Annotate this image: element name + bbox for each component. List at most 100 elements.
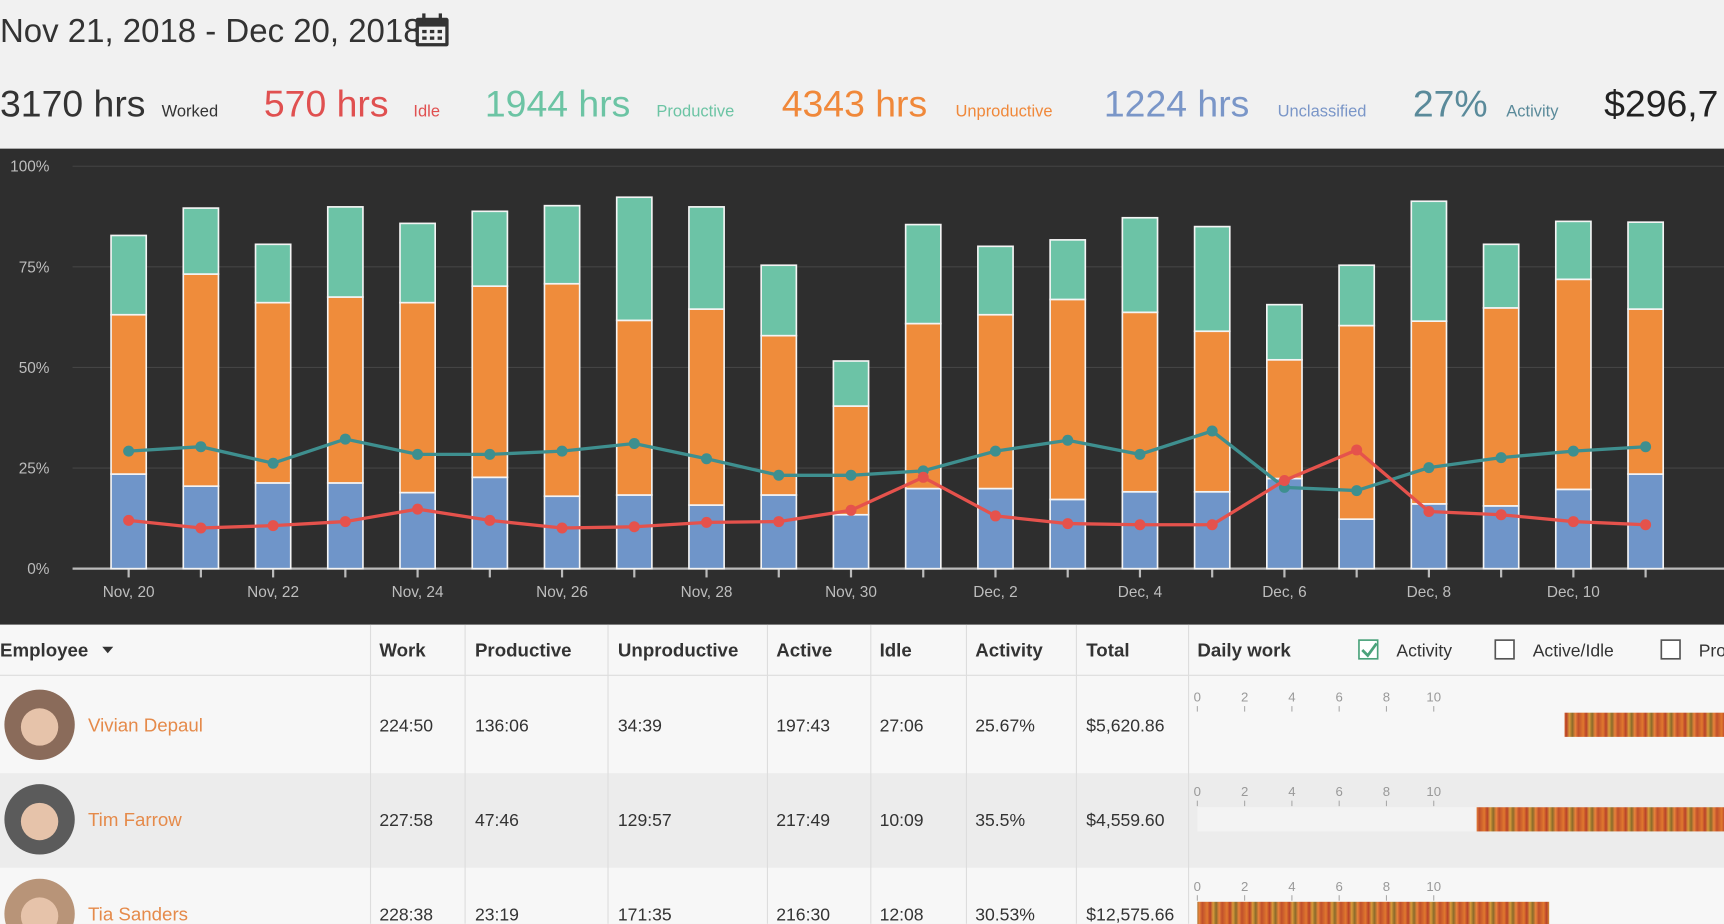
- column-header: Total: [1086, 640, 1129, 661]
- bar-segment: [760, 264, 798, 337]
- cell: 224:50: [379, 715, 433, 735]
- bar-segment: [688, 504, 725, 570]
- bar-segment: [688, 206, 725, 310]
- bar-segment: [543, 204, 581, 285]
- line-point: [123, 445, 135, 457]
- bar-segment: [1049, 498, 1087, 570]
- toggle-label[interactable]: Activity: [1396, 641, 1452, 661]
- toggle-label[interactable]: Active/Idle: [1533, 641, 1614, 661]
- toggle-label[interactable]: Pro: [1699, 641, 1724, 661]
- y-tick-label: 25%: [19, 461, 50, 478]
- daily-tick-label: 6: [1336, 784, 1343, 799]
- cell: 217:49: [776, 810, 830, 830]
- y-tick-label: 100%: [10, 159, 50, 176]
- bar-segment: [543, 282, 581, 498]
- checkbox[interactable]: [1660, 639, 1681, 660]
- bar-segment: [326, 296, 364, 484]
- bar-segment: [1121, 311, 1159, 493]
- cell: 30.53%: [975, 904, 1035, 924]
- bar-segment: [904, 322, 942, 490]
- bar-segment: [182, 207, 220, 275]
- bar-segment: [1049, 239, 1087, 301]
- daily-tick-label: 4: [1288, 879, 1295, 894]
- bar-segment: [1554, 220, 1592, 281]
- cell: 23:19: [475, 904, 519, 924]
- line-point: [845, 469, 857, 481]
- daily-strip: [1197, 901, 1550, 924]
- x-tick-label: Nov, 28: [681, 584, 733, 601]
- column-header: Daily work: [1197, 640, 1291, 661]
- calendar-icon[interactable]: [415, 13, 449, 47]
- bar-segment: [254, 301, 292, 484]
- line-point: [1278, 475, 1290, 487]
- line-point: [701, 453, 713, 465]
- y-tick-label: 50%: [19, 360, 50, 377]
- bar-segment: [1193, 330, 1231, 493]
- line-point: [1351, 485, 1363, 497]
- stat-label: Worked: [162, 103, 219, 121]
- line-point: [556, 445, 568, 457]
- sort-arrow[interactable]: [102, 646, 114, 654]
- x-tick-label: Dec, 8: [1407, 584, 1451, 601]
- column-header: Idle: [880, 640, 912, 661]
- line-point: [1062, 434, 1074, 446]
- bar-segment: [760, 494, 798, 570]
- bar-segment: [1266, 303, 1303, 361]
- line-point: [1495, 509, 1507, 521]
- stat-label: Productive: [656, 103, 734, 121]
- bar-segment: [1482, 243, 1520, 309]
- bar-segment: [254, 243, 292, 304]
- line-point: [1495, 452, 1507, 464]
- cell: 35.5%: [975, 810, 1025, 830]
- bar-segment: [471, 285, 509, 479]
- line-point: [1567, 516, 1579, 528]
- cell: 216:30: [776, 904, 830, 924]
- employee-name[interactable]: Vivian Depaul: [88, 714, 203, 735]
- daily-tick-label: 0: [1194, 690, 1201, 705]
- bar-segment: [182, 273, 220, 487]
- checkbox[interactable]: [1494, 639, 1515, 660]
- cell: 34:39: [618, 715, 662, 735]
- date-range[interactable]: Nov 21, 2018 - Dec 20, 2018: [0, 12, 422, 49]
- bar-segment: [326, 206, 364, 298]
- stat-value: $296,7: [1604, 83, 1718, 125]
- line-point: [1134, 519, 1146, 531]
- stat-label: Unproductive: [955, 103, 1052, 121]
- line-point: [123, 514, 135, 526]
- cell: 25.67%: [975, 715, 1035, 735]
- line-point: [267, 520, 279, 532]
- daily-tick-label: 8: [1383, 879, 1390, 894]
- cell: 47:46: [475, 810, 519, 830]
- bar-segment: [1627, 221, 1665, 310]
- bar-segment: [904, 487, 942, 570]
- cell: 227:58: [379, 810, 433, 830]
- line-point: [412, 503, 424, 515]
- x-tick-label: Nov, 30: [825, 584, 877, 601]
- daily-idle: [1197, 807, 1477, 832]
- line-point: [484, 514, 496, 526]
- bar-segment: [832, 405, 870, 516]
- line-point: [773, 516, 785, 528]
- daily-strip: [1476, 807, 1724, 832]
- employee-name[interactable]: Tia Sanders: [88, 903, 188, 924]
- x-tick-label: Dec, 10: [1547, 584, 1600, 601]
- x-tick-label: Nov, 26: [536, 584, 588, 601]
- bar-segment: [832, 360, 870, 407]
- line-point: [484, 448, 496, 460]
- checkbox[interactable]: [1358, 639, 1379, 660]
- line-point: [195, 522, 207, 534]
- bar-segment: [399, 301, 437, 494]
- cell: 10:09: [880, 810, 924, 830]
- x-tick-label: Nov, 24: [392, 584, 444, 601]
- daily-tick-label: 6: [1336, 879, 1343, 894]
- daily-tick-label: 2: [1241, 879, 1248, 894]
- line-point: [845, 504, 857, 516]
- cell: 27:06: [880, 715, 924, 735]
- line-point: [989, 445, 1001, 457]
- line-point: [1640, 519, 1652, 531]
- employee-name[interactable]: Tim Farrow: [88, 809, 182, 830]
- bar-segment: [1193, 225, 1231, 333]
- bar-segment: [688, 308, 725, 506]
- column-header[interactable]: Employee: [0, 640, 88, 661]
